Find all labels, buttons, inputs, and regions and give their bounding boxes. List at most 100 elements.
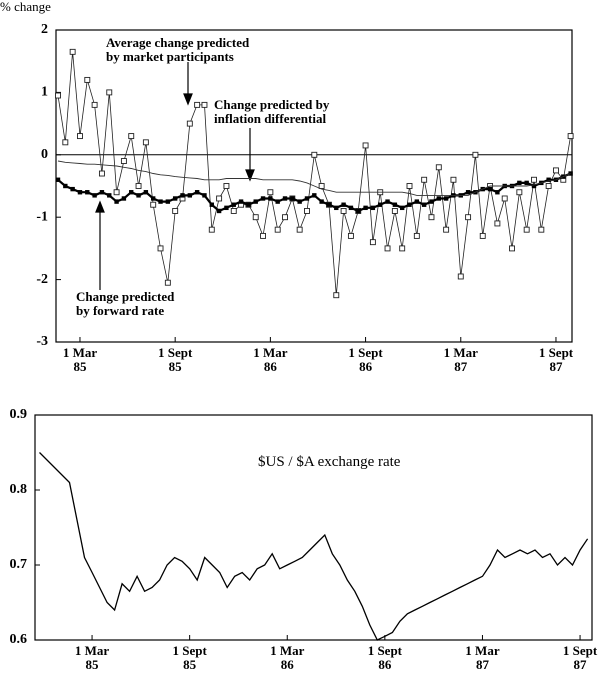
marker (450, 176, 457, 183)
annotation: Change predicted by forward rate (76, 289, 175, 318)
marker (378, 202, 383, 207)
marker (165, 199, 171, 204)
marker (230, 208, 237, 214)
marker (370, 205, 376, 211)
marker (362, 142, 369, 149)
marker (341, 202, 346, 207)
marker (282, 196, 288, 201)
marker (274, 226, 281, 233)
marker (399, 205, 405, 211)
marker (435, 164, 442, 171)
marker (465, 214, 472, 221)
x-tick-label: 1 Sept 85 (172, 643, 207, 672)
marker (223, 183, 230, 189)
marker (253, 199, 258, 204)
marker (494, 220, 501, 227)
marker (568, 171, 573, 176)
marker (501, 195, 508, 202)
x-tick-label: 1 Mar 85 (74, 643, 110, 672)
marker (290, 196, 295, 201)
annotation: $US / $A exchange rate (258, 454, 401, 470)
marker (150, 196, 156, 201)
marker (129, 190, 134, 195)
marker (487, 186, 493, 192)
marker (413, 232, 420, 239)
marker (275, 199, 280, 204)
marker (201, 101, 208, 108)
x-tick-label: 1 Mar 87 (465, 643, 500, 672)
x-tick-label: 1 Sept 87 (538, 345, 574, 374)
marker (297, 199, 302, 204)
x-tick-label: 1 Sept 85 (158, 345, 193, 374)
marker (77, 133, 83, 140)
marker (84, 76, 91, 83)
marker (531, 176, 537, 183)
series-line (57, 160, 571, 196)
marker (538, 226, 545, 233)
marker (69, 48, 76, 55)
marker (385, 199, 390, 204)
marker (524, 180, 529, 186)
marker (369, 239, 376, 246)
marker (136, 193, 141, 198)
x-tick-label: 1 Sept 87 (562, 643, 598, 672)
marker (70, 186, 75, 192)
marker (92, 193, 97, 198)
marker (209, 202, 214, 207)
marker (296, 226, 303, 233)
marker (304, 196, 310, 201)
marker (246, 202, 251, 207)
marker (194, 190, 200, 195)
marker (194, 101, 201, 108)
marker (443, 226, 450, 233)
series-line (57, 51, 571, 296)
arrow-head (245, 169, 255, 182)
marker (231, 202, 236, 207)
y-tick-label: 1 (41, 85, 48, 100)
marker (347, 232, 354, 239)
y-tick-label: 0.8 (10, 482, 28, 497)
x-tick-label: 1 Mar 86 (253, 345, 288, 374)
marker (164, 279, 171, 286)
marker (63, 183, 68, 189)
y-tick-label: -2 (36, 272, 48, 287)
y-tick-label: 0.6 (10, 632, 28, 647)
marker (224, 205, 229, 211)
marker (252, 214, 259, 221)
marker (421, 202, 427, 207)
marker (172, 196, 178, 201)
marker (135, 183, 142, 189)
marker (142, 139, 149, 146)
marker (304, 208, 310, 214)
marker (348, 205, 354, 211)
marker (143, 190, 149, 195)
marker (429, 199, 434, 204)
marker (180, 193, 185, 198)
plot-frame (34, 414, 593, 641)
y-tick-label: 0.7 (10, 557, 28, 572)
marker (186, 120, 193, 127)
arrow-head (95, 200, 105, 213)
marker (384, 245, 391, 252)
marker (545, 183, 552, 189)
marker (311, 151, 318, 158)
marker (443, 196, 449, 201)
marker (260, 196, 266, 201)
marker (99, 190, 105, 195)
marker (516, 189, 523, 196)
marker (157, 245, 164, 252)
marker (391, 208, 398, 214)
marker (421, 176, 428, 183)
marker (260, 232, 266, 239)
plot-frame (55, 29, 573, 343)
y-tick-label: 0 (41, 147, 48, 162)
marker (128, 133, 135, 140)
x-tick-label: 1 Mar 86 (270, 643, 305, 672)
y-tick-label: 0.9 (10, 407, 28, 422)
marker (114, 199, 119, 204)
marker (113, 189, 120, 196)
marker (121, 196, 127, 201)
x-tick-label: 1 Sept 86 (348, 345, 383, 374)
marker (312, 193, 317, 198)
